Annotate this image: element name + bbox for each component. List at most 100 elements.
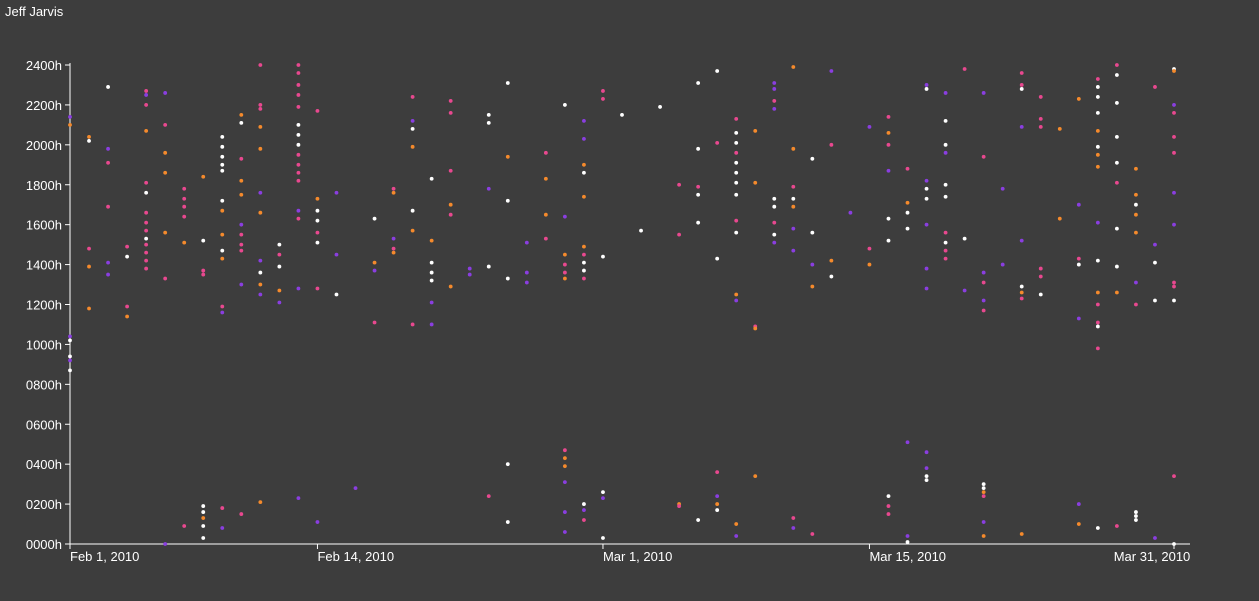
data-point (677, 504, 682, 508)
y-axis-ticks: 0000h 0200h 0400h 0600h 0800h 1000h 1200h 1400h… (26, 58, 70, 552)
data-point (277, 288, 282, 293)
data-point (1019, 532, 1024, 536)
data-point (810, 532, 815, 536)
data-point (1076, 316, 1081, 321)
data-point (429, 278, 434, 283)
data-point (87, 134, 91, 139)
data-point (848, 210, 853, 215)
data-point (467, 272, 472, 277)
data-point (829, 258, 834, 263)
data-point (886, 238, 891, 243)
data-point (220, 304, 225, 309)
data-point (486, 264, 491, 269)
data-point (1114, 101, 1119, 105)
data-point (981, 91, 986, 95)
data-point (144, 103, 149, 107)
data-point (372, 320, 377, 325)
data-point (924, 474, 929, 479)
data-point (1019, 71, 1024, 75)
data-point (201, 524, 206, 528)
data-point (1095, 220, 1100, 225)
data-point (772, 240, 777, 245)
data-point (962, 288, 967, 293)
data-point (886, 216, 891, 221)
data-point (924, 196, 929, 201)
data-point (791, 65, 796, 69)
data-point (296, 71, 301, 75)
data-point (106, 85, 110, 89)
data-point (734, 218, 739, 223)
data-point (772, 220, 777, 225)
data-point (391, 186, 396, 191)
data-point (106, 204, 110, 209)
data-point (905, 540, 910, 544)
data-point (524, 240, 529, 245)
data-point (734, 298, 739, 303)
data-point (410, 144, 415, 149)
data-point (220, 168, 225, 173)
data-point (601, 254, 605, 259)
data-point (1114, 134, 1119, 139)
data-point (163, 230, 168, 235)
data-point (144, 242, 149, 247)
data-point (772, 99, 777, 103)
data-point (144, 250, 149, 255)
data-point (562, 262, 567, 267)
data-point (772, 196, 777, 201)
data-point (1114, 290, 1119, 295)
data-point (562, 464, 567, 469)
data-point (1095, 85, 1100, 89)
data-point (772, 204, 777, 209)
data-point (753, 128, 758, 133)
data-point (258, 210, 263, 215)
data-point (239, 112, 244, 117)
data-point (1095, 111, 1100, 115)
data-point (981, 308, 986, 313)
data-point (753, 326, 758, 331)
data-point (1134, 510, 1138, 514)
data-point (905, 226, 910, 231)
data-point (601, 89, 605, 93)
data-point (505, 81, 510, 85)
data-point (505, 276, 510, 281)
data-point (924, 450, 929, 455)
data-point (943, 240, 948, 245)
data-point (734, 116, 739, 121)
data-point (677, 182, 682, 187)
data-point (582, 244, 586, 249)
data-point (562, 456, 567, 461)
chart-title: Jeff Jarvis (5, 4, 64, 19)
data-point (220, 526, 225, 530)
data-point (1095, 346, 1100, 351)
data-point (239, 242, 244, 247)
data-point (543, 176, 548, 181)
data-point (696, 146, 701, 151)
data-point (1134, 202, 1138, 207)
data-point (315, 196, 320, 201)
data-point (696, 192, 701, 197)
data-point (1172, 280, 1176, 285)
data-point (981, 154, 986, 159)
data-point (334, 190, 339, 195)
data-point (1114, 524, 1119, 528)
data-point (182, 186, 187, 191)
data-point (924, 178, 929, 183)
data-point (1153, 298, 1157, 303)
data-point (543, 212, 548, 217)
data-point (87, 138, 91, 143)
data-point (734, 130, 739, 135)
data-point (163, 170, 168, 175)
data-point (924, 83, 929, 87)
data-point (296, 93, 301, 97)
data-point (144, 210, 149, 215)
data-point (220, 256, 225, 261)
data-point (410, 208, 415, 213)
data-point (943, 142, 948, 147)
data-point (1019, 124, 1024, 129)
data-point (962, 67, 967, 71)
data-point (87, 246, 91, 251)
data-point (1038, 292, 1043, 297)
data-point (734, 534, 739, 538)
data-point (201, 536, 206, 540)
data-point (258, 270, 263, 275)
